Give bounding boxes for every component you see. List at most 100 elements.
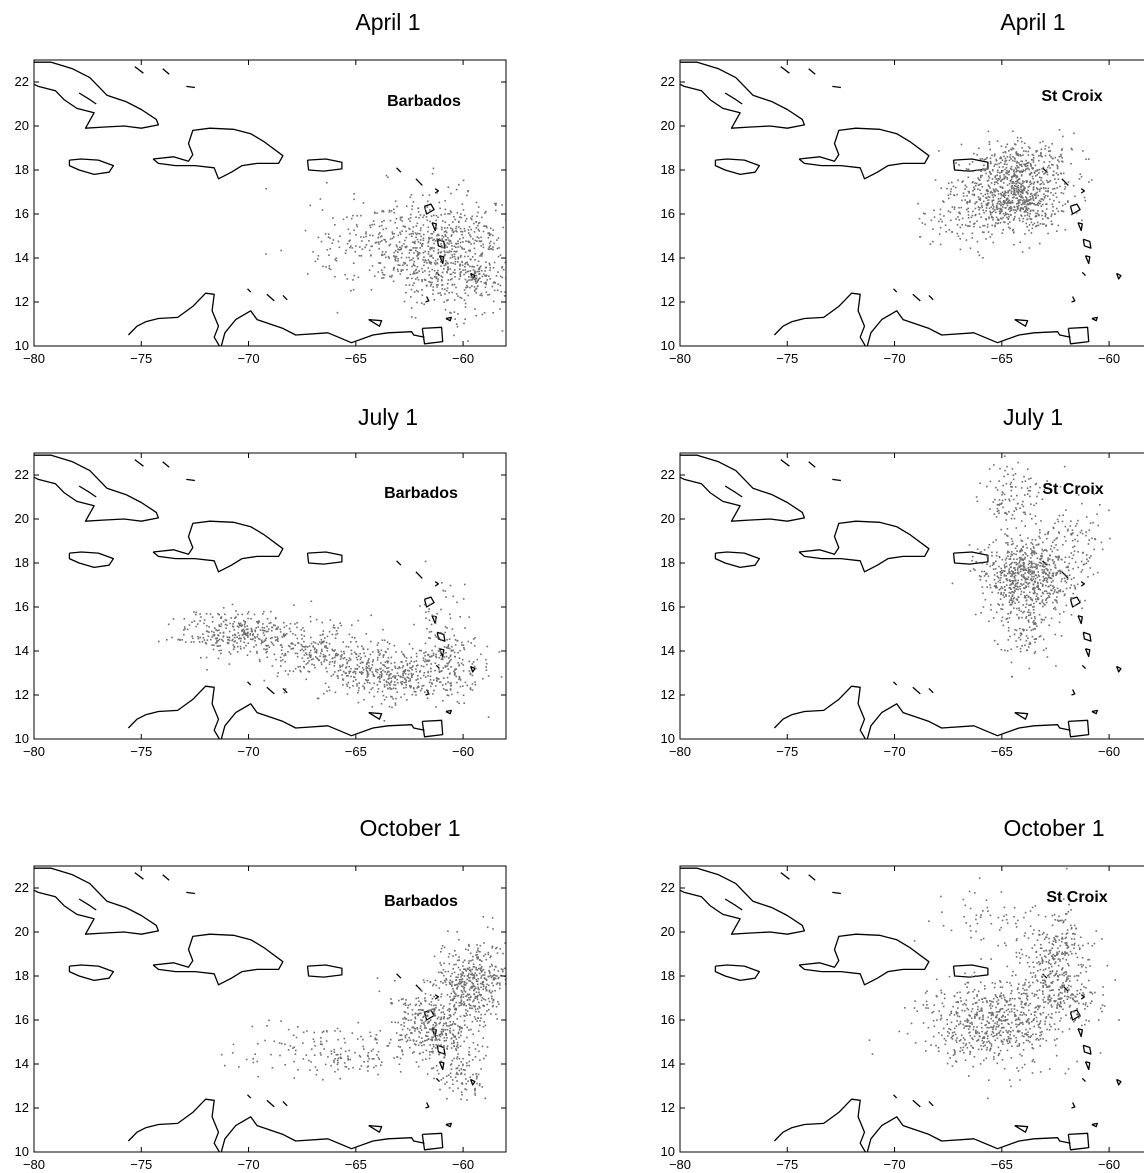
scatter-point	[430, 254, 433, 257]
scatter-point	[1023, 629, 1025, 631]
scatter-point	[459, 245, 462, 248]
scatter-point	[424, 658, 427, 661]
scatter-point	[1017, 187, 1019, 189]
scatter-point	[458, 979, 461, 981]
scatter-point	[414, 265, 416, 267]
scatter-point	[428, 274, 431, 276]
scatter-point	[449, 273, 452, 276]
scatter-point	[457, 246, 459, 248]
scatter-point	[444, 251, 446, 254]
scatter-point	[1041, 214, 1043, 217]
scatter-point	[1020, 632, 1022, 634]
scatter-point	[1016, 166, 1019, 169]
scatter-point	[423, 672, 426, 674]
scatter-point	[1010, 588, 1012, 590]
scatter-point	[320, 652, 322, 655]
scatter-point	[383, 664, 385, 666]
scatter-point	[965, 239, 968, 241]
x-tick-label: −60	[1098, 351, 1120, 366]
scatter-point	[961, 224, 963, 226]
scatter-point	[429, 276, 432, 279]
scatter-point	[1014, 174, 1017, 177]
scatter-point	[1048, 164, 1050, 167]
scatter-point	[456, 691, 459, 694]
scatter-point	[1012, 597, 1015, 600]
scatter-point	[440, 243, 442, 245]
scatter-point	[1055, 574, 1057, 576]
scatter-point	[998, 556, 1001, 559]
scatter-point	[1010, 148, 1013, 151]
scatter-point	[328, 654, 331, 656]
scatter-point	[1029, 486, 1032, 488]
scatter-point	[982, 224, 984, 227]
scatter-point	[1048, 160, 1051, 163]
scatter-point	[1049, 593, 1051, 595]
scatter-point	[1021, 165, 1023, 168]
scatter-point	[466, 286, 469, 288]
scatter-point	[461, 233, 463, 236]
scatter-point	[1010, 175, 1013, 178]
scatter-point	[996, 208, 998, 211]
scatter-point	[1101, 548, 1104, 551]
scatter-point	[481, 997, 484, 999]
scatter-point	[447, 262, 449, 265]
scatter-point	[1006, 169, 1008, 172]
scatter-point	[1040, 152, 1042, 155]
scatter-point	[369, 234, 371, 237]
coastline	[186, 891, 195, 895]
scatter-point	[435, 655, 437, 658]
scatter-point	[421, 245, 423, 247]
scatter-point	[354, 637, 356, 639]
scatter-point	[454, 668, 456, 671]
scatter-point	[1073, 132, 1075, 135]
scatter-point	[463, 648, 466, 651]
scatter-point	[1000, 161, 1002, 164]
scatter-point	[296, 652, 299, 655]
scatter-point	[263, 648, 265, 650]
scatter-point	[455, 983, 458, 986]
scatter-point	[445, 977, 447, 980]
scatter-point	[1017, 461, 1019, 464]
x-tick-label: −70	[884, 351, 906, 366]
scatter-point	[1017, 208, 1019, 210]
scatter-point	[1002, 594, 1004, 596]
scatter-point	[959, 226, 962, 229]
scatter-point	[1032, 167, 1035, 169]
scatter-point	[419, 1032, 422, 1034]
scatter-point	[352, 262, 355, 264]
scatter-point	[204, 641, 207, 644]
coastline	[928, 294, 934, 301]
scatter-point	[1037, 588, 1040, 590]
scatter-point	[477, 949, 479, 952]
scatter-point	[1013, 558, 1015, 560]
scatter-point	[1010, 597, 1013, 599]
scatter-point	[473, 222, 475, 225]
scatter-point	[432, 984, 434, 987]
scatter-point	[479, 255, 481, 257]
scatter-point	[480, 1017, 482, 1019]
scatter-point	[501, 204, 503, 206]
scatter-point	[1085, 516, 1088, 518]
scatter-point	[482, 1004, 484, 1007]
scatter-point	[296, 622, 298, 624]
scatter-point	[1004, 151, 1007, 153]
scatter-point	[243, 623, 246, 626]
scatter-point	[1038, 199, 1041, 202]
coastline	[152, 127, 284, 180]
scatter-point	[332, 626, 335, 629]
scatter-point	[1081, 219, 1083, 222]
scatter-point	[1028, 168, 1031, 171]
scatter-point	[1004, 649, 1006, 652]
scatter-point	[1026, 493, 1029, 495]
scatter-point	[984, 598, 987, 601]
scatter-point	[1027, 468, 1029, 470]
scatter-point	[429, 209, 431, 211]
scatter-point	[280, 665, 282, 667]
scatter-point	[1026, 192, 1028, 194]
scatter-point	[1019, 219, 1021, 222]
scatter-point	[222, 632, 225, 634]
scatter-point	[483, 282, 486, 284]
scatter-point	[456, 639, 459, 642]
scatter-point	[939, 213, 941, 216]
scatter-point	[477, 237, 480, 239]
